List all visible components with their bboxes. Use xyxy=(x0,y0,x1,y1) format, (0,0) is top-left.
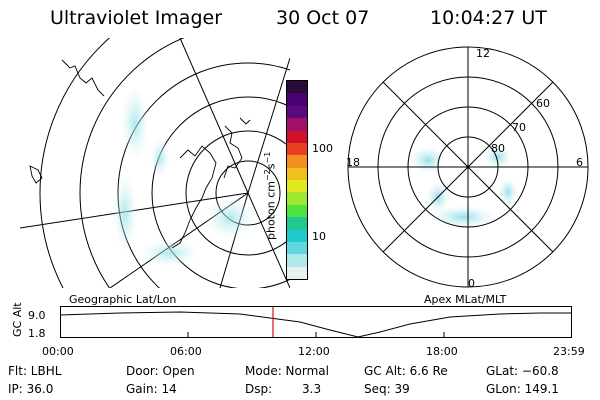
colorbar-segment xyxy=(287,118,307,131)
color-scale-bar xyxy=(286,80,308,280)
mlt-label-12: 12 xyxy=(476,47,490,60)
date-label: 30 Oct 07 xyxy=(276,7,370,29)
timeline-ytick-9: 9.0 xyxy=(28,309,46,322)
mlat-label-60: 60 xyxy=(536,97,550,110)
colorbar-tick-100: 100 xyxy=(312,142,333,155)
geographic-map xyxy=(20,38,290,288)
colorbar-segment xyxy=(287,204,307,218)
colorbar-segment xyxy=(287,229,307,242)
mlt-label-18: 18 xyxy=(346,156,360,169)
unit-sup1: −2 xyxy=(263,169,272,182)
mlt-label-6: 6 xyxy=(576,156,583,169)
filter-status: Flt: LBHL xyxy=(8,364,62,378)
dsp-label: Dsp: xyxy=(245,382,273,396)
dsp-value: 3.3 xyxy=(302,382,322,396)
gain-status: Gain: 14 xyxy=(126,382,177,396)
unit-sup2: −1 xyxy=(263,151,272,164)
instrument-title: Ultraviolet Imager xyxy=(50,7,223,29)
colorbar-segment xyxy=(287,167,307,180)
polar-map xyxy=(347,46,589,288)
aurora-emission-left xyxy=(113,85,255,267)
unit-text: photon cm xyxy=(264,181,278,240)
colorbar-segment xyxy=(287,180,307,193)
colorbar-tick-10: 10 xyxy=(312,230,326,243)
colorbar-segment xyxy=(287,155,307,168)
colorbar-segment xyxy=(287,254,307,267)
gc-alt-status: GC Alt: 6.6 Re xyxy=(364,364,448,378)
glon-status: GLon: 149.1 xyxy=(486,382,559,396)
mlat-label-80: 80 xyxy=(491,142,505,155)
colorbar-segment xyxy=(287,266,307,279)
colorbar-segment xyxy=(287,241,307,255)
colorbar-segment xyxy=(287,130,307,143)
timeline-ytick-1.8: 1.8 xyxy=(28,327,46,340)
colorbar-unit-label: photon cm−2s−1 xyxy=(263,151,278,240)
mode-status: Mode: Normal xyxy=(245,364,329,378)
polar-map-label: Apex MLat/MLT xyxy=(424,293,507,306)
seq-status: Seq: 39 xyxy=(364,382,410,396)
timeline-xtick-1200: 12:00 xyxy=(298,345,330,358)
unit-mid: s xyxy=(264,163,278,170)
colorbar-segment xyxy=(287,192,307,205)
colorbar-segment xyxy=(287,105,307,119)
ip-status: IP: 36.0 xyxy=(8,382,54,396)
colorbar-segment xyxy=(287,217,307,230)
timeline-xtick-0600: 06:00 xyxy=(170,345,202,358)
glat-status: GLat: −60.8 xyxy=(486,364,559,378)
time-label: 10:04:27 UT xyxy=(430,7,547,29)
colorbar-segment xyxy=(287,81,307,94)
timeline-xtick-2359: 23:59 xyxy=(553,345,585,358)
colorbar-segment xyxy=(287,142,307,156)
mlat-label-70: 70 xyxy=(512,121,526,134)
timeline-xtick-1800: 18:00 xyxy=(426,345,458,358)
timeline-xtick-0000: 00:00 xyxy=(42,345,74,358)
mlt-label-0: 0 xyxy=(468,277,475,290)
colorbar-segment xyxy=(287,93,307,106)
orbit-timeline xyxy=(59,306,572,338)
door-status: Door: Open xyxy=(126,364,195,378)
timeline-axis-label: GC Alt xyxy=(11,302,24,337)
geographic-map-label: Geographic Lat/Lon xyxy=(69,293,177,306)
